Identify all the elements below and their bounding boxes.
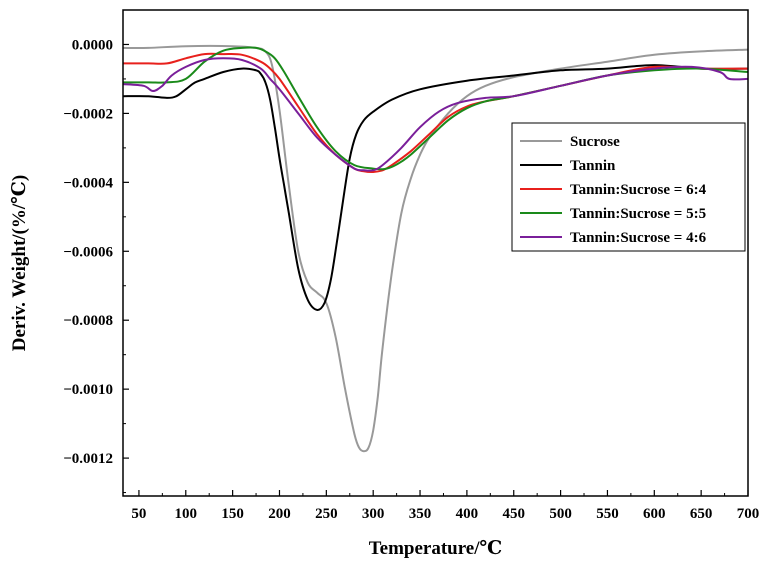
series-line-1 [122,44,749,453]
y-axis-title: Deriv. Weight/(%/℃) [9,175,30,352]
x-axis-title: Temperature/℃ [369,538,503,559]
x-tick-label: 250 [315,506,338,522]
x-axis: 50 100 150 200 250 300 350 400 450 500 550 600 650 70… [131,490,759,522]
y-tick-label: −0.0002 [63,106,113,122]
x-tick-label: 650 [690,506,713,522]
y-tick-label: −0.0006 [63,244,113,260]
x-tick-label: 50 [131,506,146,522]
y-tick-label: −0.0010 [63,382,113,398]
plot-frame [122,9,749,497]
x-tick-label: 550 [596,506,619,522]
y-tick-label: −0.0008 [63,313,113,329]
x-tick-label: 400 [456,506,479,522]
series-line-2 [122,64,749,311]
x-tick-label: 500 [549,506,572,522]
legend-label: Tannin:Sucrose = 5:5 [570,206,706,222]
y-tick-label: −0.0012 [63,451,113,467]
y-tick-label: −0.0004 [63,175,113,191]
x-tick-label: 600 [643,506,666,522]
x-tick-label: 700 [737,506,760,522]
x-tick-label: 350 [409,506,432,522]
legend-label: Sucrose [570,134,620,150]
x-tick-label: 100 [175,506,198,522]
legend-label: Tannin [570,158,616,174]
x-tick-label: 200 [268,506,291,522]
legend: Sucrose Tannin Tannin:Sucrose = 6:4 Tannin:… [511,122,746,252]
series-line-5 [122,57,749,172]
y-axis: 0.0000 −0.0002 −0.0004 −0.0006 −0.0008 −0.001… [63,37,129,494]
legend-label: Tannin:Sucrose = 6:4 [570,182,707,198]
plot-series [122,44,749,453]
y-tick-label: 0.0000 [72,37,113,53]
legend-box [511,122,746,252]
x-tick-label: 150 [221,506,244,522]
x-tick-label: 450 [502,506,525,522]
legend-label: Tannin:Sucrose = 4:6 [570,230,707,246]
x-tick-label: 300 [362,506,385,522]
